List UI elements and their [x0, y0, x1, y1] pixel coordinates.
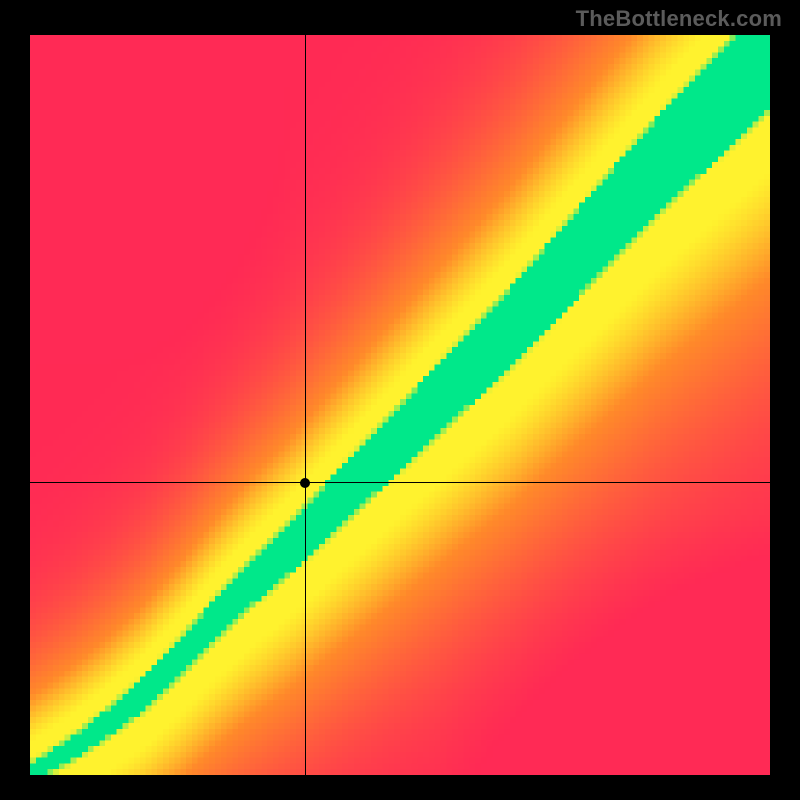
crosshair-horizontal — [30, 482, 770, 483]
crosshair-point — [300, 478, 310, 488]
crosshair-vertical — [305, 35, 306, 775]
plot-area — [30, 35, 770, 775]
heatmap-canvas — [30, 35, 770, 775]
watermark-text: TheBottleneck.com — [576, 6, 782, 32]
plot-outer-frame — [0, 0, 800, 800]
